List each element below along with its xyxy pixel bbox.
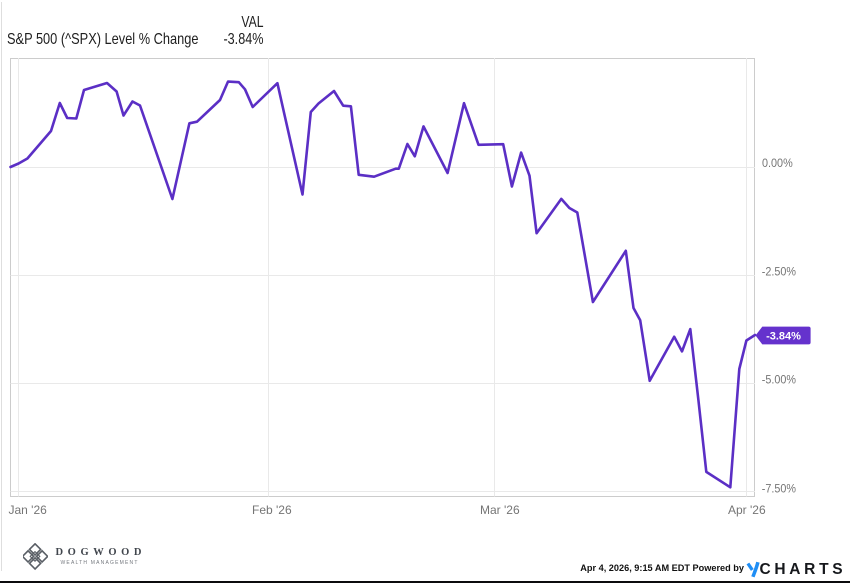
svg-text:-5.00%: -5.00% xyxy=(762,373,796,387)
svg-text:-2.50%: -2.50% xyxy=(762,265,796,279)
svg-text:0.00%: 0.00% xyxy=(762,156,793,170)
svg-text:-3.84%: -3.84% xyxy=(766,331,801,343)
svg-text:-7.50%: -7.50% xyxy=(762,482,796,496)
